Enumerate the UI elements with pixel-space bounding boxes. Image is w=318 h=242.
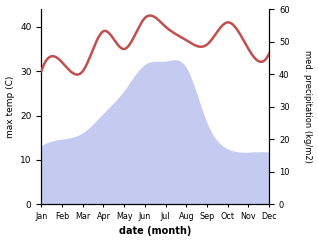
X-axis label: date (month): date (month) — [119, 227, 191, 236]
Y-axis label: max temp (C): max temp (C) — [5, 76, 15, 138]
Y-axis label: med. precipitation (kg/m2): med. precipitation (kg/m2) — [303, 50, 313, 163]
